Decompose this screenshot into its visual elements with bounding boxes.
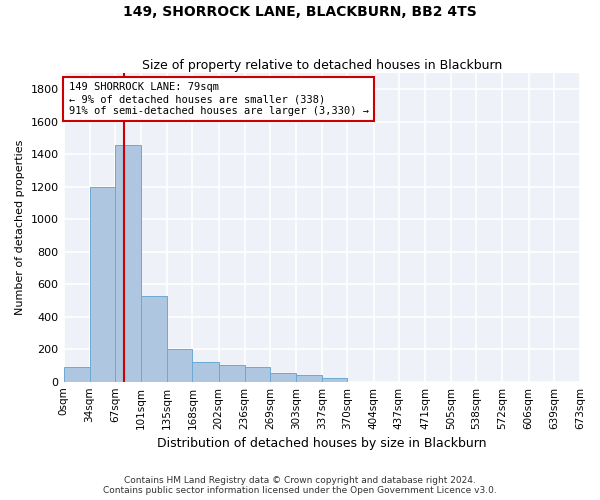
X-axis label: Distribution of detached houses by size in Blackburn: Distribution of detached houses by size … xyxy=(157,437,487,450)
Bar xyxy=(115,144,141,382)
Bar xyxy=(167,349,193,382)
Bar xyxy=(193,362,218,382)
Text: 149, SHORROCK LANE, BLACKBURN, BB2 4TS: 149, SHORROCK LANE, BLACKBURN, BB2 4TS xyxy=(123,5,477,19)
Bar xyxy=(322,378,347,382)
Text: 149 SHORROCK LANE: 79sqm
← 9% of detached houses are smaller (338)
91% of semi-d: 149 SHORROCK LANE: 79sqm ← 9% of detache… xyxy=(69,82,369,116)
Title: Size of property relative to detached houses in Blackburn: Size of property relative to detached ho… xyxy=(142,59,502,72)
Bar xyxy=(89,187,115,382)
Bar xyxy=(270,372,296,382)
Bar xyxy=(141,296,167,382)
Bar xyxy=(218,364,245,382)
Bar xyxy=(245,367,270,382)
Y-axis label: Number of detached properties: Number of detached properties xyxy=(15,140,25,315)
Text: Contains HM Land Registry data © Crown copyright and database right 2024.
Contai: Contains HM Land Registry data © Crown c… xyxy=(103,476,497,495)
Bar xyxy=(296,375,322,382)
Bar xyxy=(64,367,89,382)
